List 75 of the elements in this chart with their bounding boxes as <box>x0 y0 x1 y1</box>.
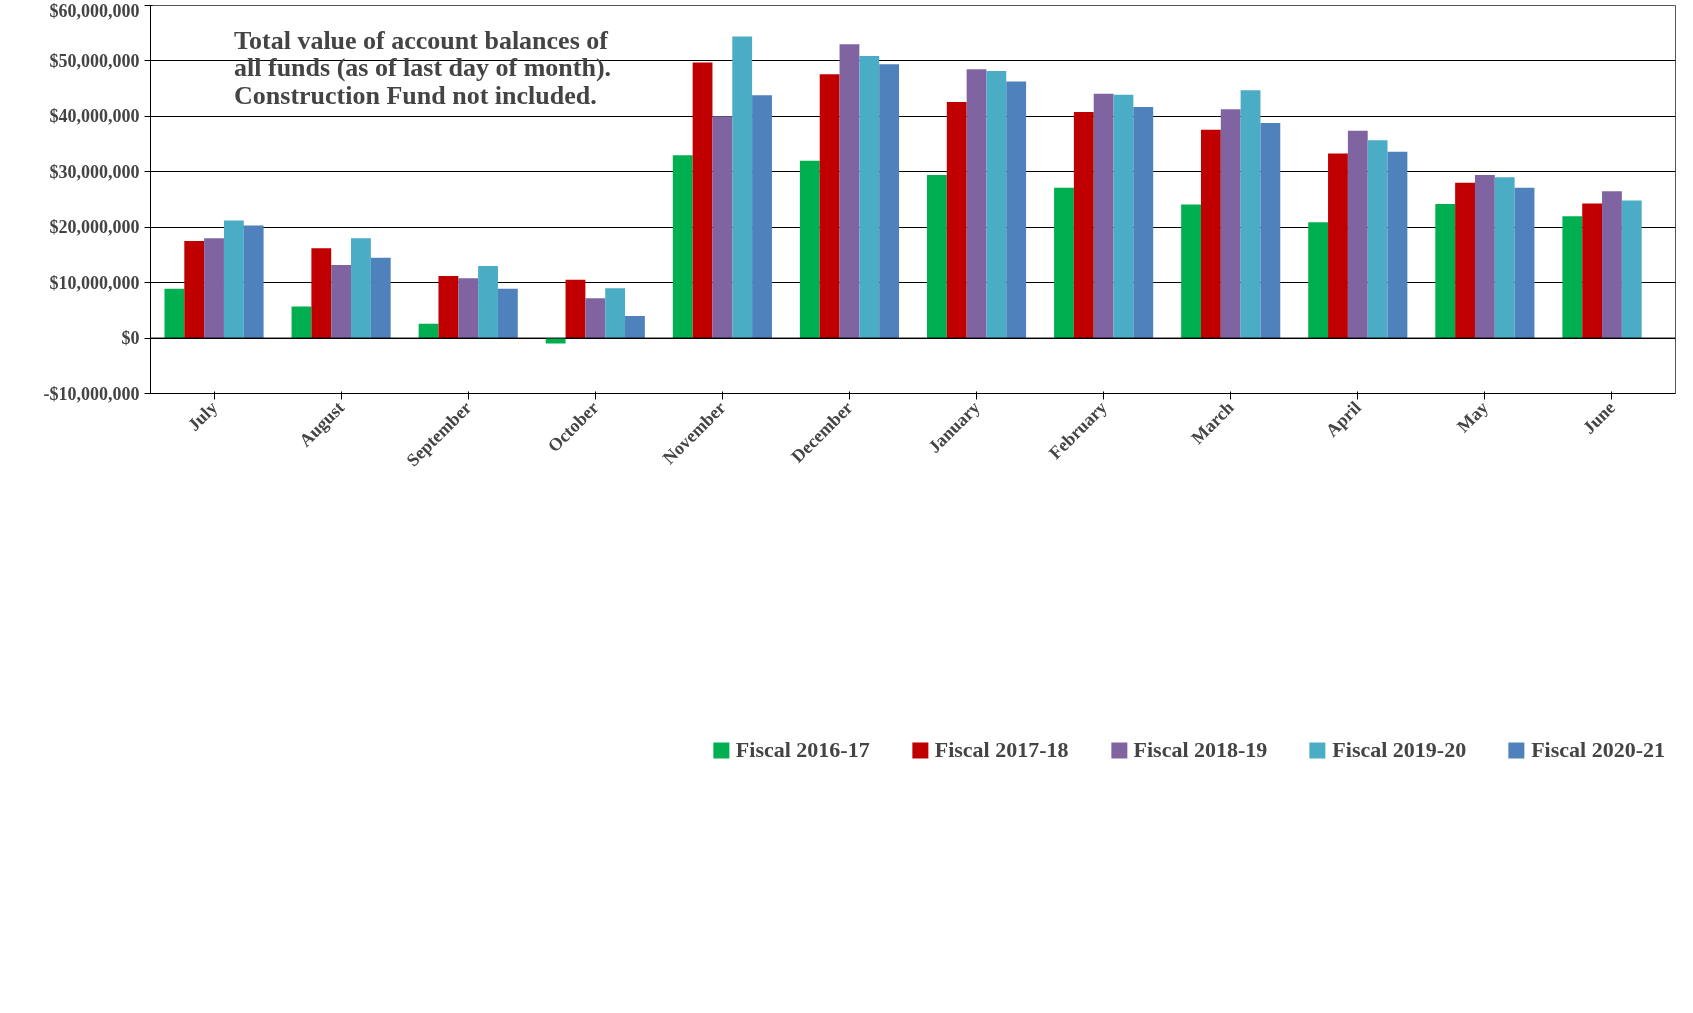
legend-label: Fiscal 2018-19 <box>1133 737 1268 763</box>
bar <box>1514 187 1535 339</box>
legend-label: Fiscal 2017-18 <box>934 737 1069 763</box>
y-tick-label: $20,000,000 <box>49 217 140 238</box>
bar <box>1602 191 1622 339</box>
bar <box>1200 129 1221 339</box>
bar <box>946 101 967 339</box>
bar <box>752 95 772 339</box>
bar <box>859 55 880 339</box>
bar <box>497 288 518 339</box>
legend-label: Fiscal 2016-17 <box>735 737 870 763</box>
bar <box>692 62 713 339</box>
bar <box>1562 216 1583 339</box>
bar <box>565 279 586 339</box>
bar <box>1387 151 1408 339</box>
bar <box>370 257 391 339</box>
bar <box>1220 109 1241 339</box>
x-tick-label: May <box>1453 397 1492 437</box>
bar <box>1582 203 1603 339</box>
bar <box>1494 177 1515 339</box>
y-tick-label: $40,000,000 <box>49 106 140 127</box>
x-tick-label: June <box>1578 397 1620 438</box>
bar <box>545 338 566 344</box>
bar <box>204 238 224 339</box>
bar <box>712 116 733 339</box>
bar <box>1181 204 1201 339</box>
x-tick-label: July <box>183 397 222 435</box>
bar <box>1474 175 1495 339</box>
bar <box>1113 94 1134 339</box>
bar <box>438 275 459 339</box>
bar <box>879 64 900 339</box>
bar <box>1308 222 1329 339</box>
bar <box>1455 182 1475 339</box>
bar <box>1093 93 1114 339</box>
bar <box>1073 111 1094 339</box>
bar <box>243 225 264 339</box>
bar <box>458 278 479 339</box>
y-tick-label: $10,000,000 <box>49 272 140 293</box>
bar <box>625 315 645 339</box>
bar <box>351 238 371 339</box>
bar <box>1347 130 1368 339</box>
bar <box>1133 106 1154 339</box>
bar <box>1260 123 1281 339</box>
y-tick-label: $0 <box>121 328 140 349</box>
y-tick-label: $60,000,000 <box>49 0 140 21</box>
bar <box>1435 203 1456 339</box>
bar <box>672 155 693 339</box>
legend-label: Fiscal 2020-21 <box>1531 737 1665 763</box>
legend-label: Fiscal 2019-20 <box>1332 737 1467 763</box>
bar <box>311 248 332 339</box>
bar <box>585 298 606 339</box>
bar <box>605 288 626 339</box>
y-tick-label: $30,000,000 <box>49 161 140 182</box>
bar <box>839 44 860 339</box>
bar <box>986 70 1007 339</box>
bar <box>1621 200 1642 339</box>
bar <box>926 175 947 339</box>
y-tick-label: $50,000,000 <box>49 50 140 71</box>
bar <box>184 241 205 339</box>
bar <box>1367 140 1388 339</box>
bar <box>1240 90 1261 339</box>
bar <box>819 74 840 339</box>
bar <box>1054 187 1074 339</box>
bar <box>1006 81 1027 339</box>
bar <box>732 36 753 339</box>
y-tick-label: -$10,000,000 <box>43 383 140 404</box>
bar <box>331 264 352 339</box>
bar <box>164 288 185 339</box>
bar <box>1328 153 1348 339</box>
bar <box>291 306 312 339</box>
bar <box>223 220 244 339</box>
bar <box>966 69 987 339</box>
annotation: Total value of account balances of all funds (as of last day of month). Construction Fund not included. <box>234 25 612 110</box>
bar <box>478 266 498 339</box>
bar <box>799 160 820 339</box>
